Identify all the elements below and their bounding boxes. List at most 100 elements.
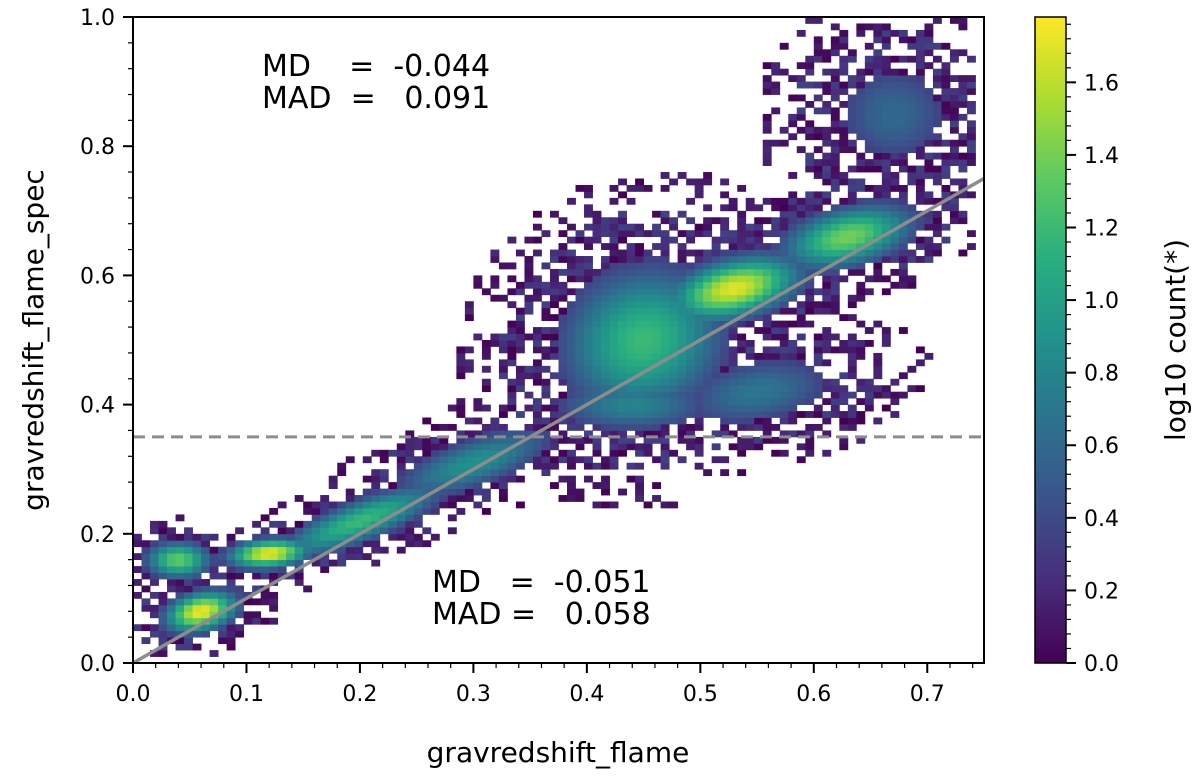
heatmap-cell bbox=[371, 469, 381, 477]
heatmap-cell bbox=[762, 314, 772, 322]
heatmap-cell bbox=[932, 107, 942, 115]
heatmap-cell bbox=[167, 604, 176, 612]
heatmap-cell bbox=[932, 152, 942, 160]
heatmap-cell bbox=[286, 533, 296, 541]
heatmap-cell bbox=[575, 275, 585, 283]
heatmap-cell bbox=[720, 398, 730, 405]
heatmap-cell bbox=[813, 340, 823, 347]
heatmap-cell bbox=[626, 268, 636, 276]
heatmap-cell bbox=[175, 591, 185, 599]
heatmap-cell bbox=[413, 501, 423, 509]
heatmap-cell bbox=[601, 327, 610, 334]
heatmap-cell bbox=[481, 352, 491, 360]
heatmap-cell bbox=[141, 585, 151, 593]
heatmap-cell bbox=[754, 223, 764, 231]
heatmap-cell bbox=[320, 553, 330, 561]
heatmap-cell bbox=[252, 611, 262, 619]
heatmap-cell bbox=[515, 449, 525, 457]
heatmap-cell bbox=[771, 391, 781, 399]
heatmap-cell bbox=[549, 436, 559, 444]
heatmap-cell bbox=[133, 579, 142, 586]
heatmap-cell bbox=[498, 346, 508, 354]
heatmap-cell bbox=[609, 256, 619, 263]
heatmap-cell bbox=[269, 572, 279, 580]
heatmap-cell bbox=[405, 475, 415, 483]
heatmap-cell bbox=[277, 566, 287, 573]
heatmap-cell bbox=[949, 88, 959, 95]
heatmap-cell bbox=[660, 398, 670, 405]
heatmap-cell bbox=[532, 423, 542, 431]
heatmap-cell bbox=[337, 501, 347, 509]
heatmap-cell bbox=[507, 430, 517, 438]
heatmap-cell bbox=[311, 546, 321, 554]
heatmap-cell bbox=[762, 243, 772, 250]
heatmap-cell bbox=[677, 172, 687, 179]
heatmap-cell bbox=[618, 223, 627, 231]
heatmap-cell bbox=[822, 55, 832, 63]
heatmap-cell bbox=[771, 288, 781, 296]
heatmap-cell bbox=[847, 268, 857, 276]
heatmap-cell bbox=[584, 333, 593, 341]
heatmap-cell bbox=[558, 475, 568, 483]
heatmap-cell bbox=[830, 288, 840, 296]
heatmap-cell bbox=[822, 346, 832, 354]
heatmap-cell bbox=[601, 333, 610, 341]
heatmap-cell bbox=[498, 495, 508, 502]
heatmap-cell bbox=[592, 404, 602, 412]
heatmap-cell bbox=[405, 507, 415, 515]
heatmap-cell bbox=[158, 624, 168, 632]
heatmap-cell bbox=[609, 268, 619, 276]
heatmap-cell bbox=[311, 501, 321, 509]
heatmap-cell bbox=[175, 553, 185, 561]
heatmap-cell bbox=[881, 100, 891, 108]
heatmap-cell bbox=[847, 178, 857, 186]
heatmap-cell bbox=[422, 436, 432, 444]
heatmap-cell bbox=[635, 346, 644, 354]
heatmap-cell bbox=[226, 553, 236, 561]
heatmap-cell bbox=[584, 327, 593, 334]
heatmap-cell bbox=[201, 585, 210, 593]
heatmap-cell bbox=[805, 391, 815, 399]
heatmap-cell bbox=[822, 159, 832, 166]
heatmap-cell bbox=[652, 411, 662, 418]
heatmap-cell bbox=[898, 120, 908, 128]
heatmap-cell bbox=[532, 346, 542, 354]
heatmap-cell bbox=[430, 462, 440, 470]
heatmap-cell bbox=[677, 340, 687, 347]
heatmap-cell bbox=[507, 469, 517, 477]
heatmap-cell bbox=[754, 236, 764, 244]
heatmap-cell bbox=[805, 378, 815, 386]
heatmap-cell bbox=[856, 75, 866, 82]
heatmap-cell bbox=[847, 236, 857, 244]
heatmap-cell bbox=[771, 262, 781, 270]
heatmap-cell bbox=[260, 617, 270, 625]
heatmap-cell bbox=[626, 372, 636, 380]
heatmap-cell bbox=[941, 165, 951, 173]
heatmap-cell bbox=[643, 411, 653, 418]
heatmap-cell bbox=[694, 385, 704, 393]
heatmap-cell bbox=[915, 36, 925, 44]
heatmap-cell bbox=[652, 268, 662, 276]
heatmap-cell bbox=[481, 365, 491, 373]
heatmap-cell bbox=[745, 262, 755, 270]
heatmap-cell bbox=[532, 281, 542, 289]
heatmap-cell bbox=[498, 372, 508, 380]
heatmap-cell bbox=[839, 236, 849, 244]
heatmap-cell bbox=[805, 430, 815, 438]
heatmap-cell bbox=[481, 443, 491, 451]
heatmap-cell bbox=[847, 75, 857, 82]
heatmap-cell bbox=[184, 540, 193, 548]
heatmap-cell bbox=[660, 314, 670, 322]
heatmap-cell bbox=[924, 236, 934, 244]
heatmap-cell bbox=[694, 372, 704, 380]
heatmap-cell bbox=[686, 398, 696, 405]
heatmap-cell bbox=[907, 210, 917, 218]
heatmap-cell bbox=[524, 236, 534, 244]
heatmap-cell bbox=[830, 307, 840, 315]
heatmap-cell bbox=[856, 249, 866, 257]
heatmap-cell bbox=[252, 540, 262, 548]
heatmap-cell bbox=[201, 540, 210, 548]
heatmap-cell bbox=[660, 462, 670, 470]
heatmap-cell bbox=[677, 378, 687, 386]
heatmap-cell bbox=[788, 365, 798, 373]
